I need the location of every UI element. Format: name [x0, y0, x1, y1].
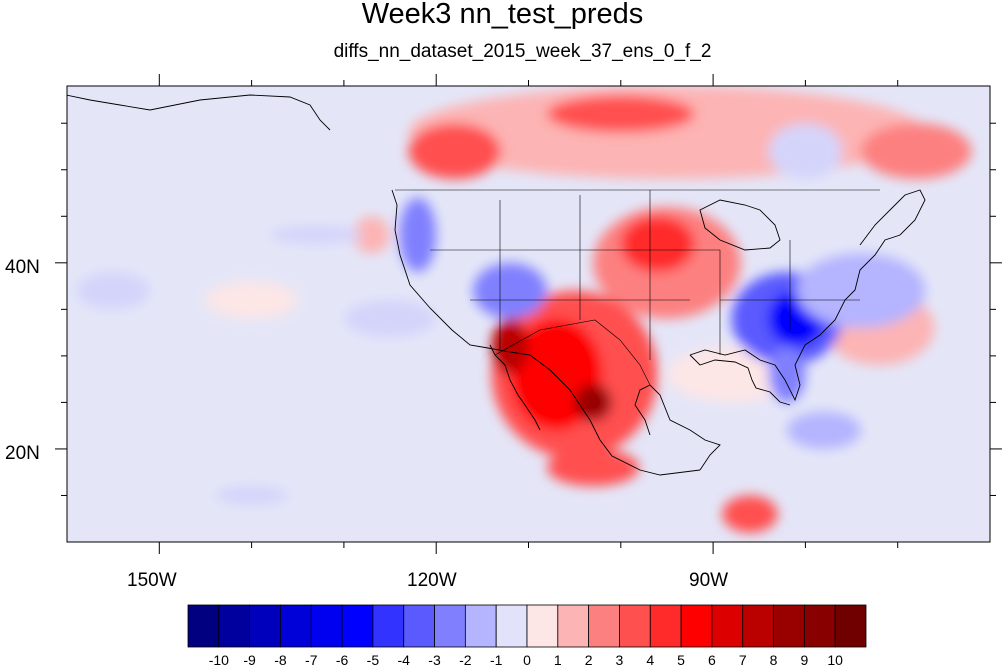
- colorbar-swatch: [742, 604, 774, 648]
- lat-label-20n: 20N: [5, 443, 40, 464]
- colorbar-label: -2: [459, 652, 472, 668]
- cold-anomaly-21: [270, 225, 363, 245]
- warm-anomaly-2: [546, 95, 695, 133]
- lon-label-90w: 90W: [689, 570, 729, 591]
- axis-ticks: [55, 74, 1002, 554]
- colorbar-label: -6: [335, 652, 349, 668]
- colorbar-label: 3: [615, 652, 624, 668]
- plot-title: Week3 nn_test_preds: [361, 0, 644, 30]
- warm-anomaly-11: [722, 495, 778, 533]
- colorbar-swatch: [834, 604, 867, 648]
- colorbar-label: 7: [738, 652, 747, 668]
- colorbar-swatch: [803, 604, 836, 648]
- colorbar-label: -10: [208, 652, 229, 668]
- lon-label-120w: 120W: [407, 570, 457, 591]
- colorbar-swatch: [403, 604, 435, 648]
- anomaly-field: [76, 86, 972, 533]
- colorbar-swatch: [680, 604, 713, 648]
- colorbar-swatch: [495, 604, 528, 648]
- colorbar-swatch: [773, 604, 805, 648]
- colorbar-label: -8: [274, 652, 287, 668]
- warm-anomaly-12: [205, 281, 298, 319]
- colorbar-swatch: [218, 604, 251, 648]
- cold-anomaly-22: [76, 272, 151, 310]
- warm-anomaly-1: [408, 123, 501, 180]
- colorbar-label: 4: [646, 652, 655, 668]
- warm-anomaly-13: [353, 216, 391, 254]
- colorbar-swatch: [341, 604, 374, 648]
- cold-anomaly-27: [768, 123, 843, 180]
- cold-anomaly-20: [473, 262, 547, 319]
- lat-label-40n: 40N: [5, 257, 40, 278]
- colorbar-swatch: [372, 604, 405, 648]
- colorbar-swatch: [249, 604, 281, 648]
- cold-anomaly-19: [399, 197, 437, 273]
- warm-anomaly-10: [546, 448, 640, 487]
- colorbar-swatch: [711, 604, 744, 648]
- warm-anomaly-3: [860, 123, 972, 180]
- cold-anomaly-26: [214, 486, 289, 505]
- colorbar-label: 8: [769, 652, 778, 668]
- colorbar-swatch: [464, 604, 497, 648]
- colorbar-label: 1: [553, 652, 562, 668]
- colorbar-swatch: [619, 604, 651, 648]
- colorbar-swatch: [557, 604, 590, 648]
- colorbar-swatch: [280, 604, 312, 648]
- warm-anomaly-9: [574, 383, 612, 422]
- lon-label-150w: 150W: [127, 570, 177, 591]
- cold-anomaly-18: [768, 346, 806, 403]
- plot-subtitle: diffs_nn_dataset_2015_week_37_ens_0_f_2: [333, 41, 712, 62]
- colorbar-label: 6: [708, 652, 716, 668]
- political-borders: [395, 189, 880, 386]
- colorbar-label: 10: [827, 652, 843, 668]
- colorbar-label: -5: [366, 652, 380, 668]
- colorbar: [187, 604, 867, 648]
- colorbar-label: 2: [584, 652, 593, 668]
- colorbar-swatch: [649, 604, 682, 648]
- colorbar-swatch: [526, 604, 559, 648]
- colorbar-label: -9: [243, 652, 256, 668]
- colorbar-label: -7: [305, 652, 318, 668]
- colorbar-label: -4: [397, 652, 410, 668]
- colorbar-label: 0: [523, 652, 531, 668]
- colorbar-swatch: [310, 604, 343, 648]
- colorbar-swatch: [187, 604, 220, 648]
- colorbar-label: -3: [428, 652, 441, 668]
- coastlines: [67, 94, 926, 476]
- colorbar-label: 5: [677, 652, 685, 668]
- colorbar-label: -1: [489, 652, 503, 668]
- cold-anomaly-23: [343, 300, 437, 338]
- colorbar-swatch: [434, 604, 466, 648]
- warm-anomaly-5: [620, 216, 695, 273]
- colorbar-swatch: [588, 604, 620, 648]
- cold-anomaly-25: [786, 411, 861, 449]
- colorbar-label: 9: [800, 652, 809, 668]
- cold-anomaly-24: [796, 253, 926, 328]
